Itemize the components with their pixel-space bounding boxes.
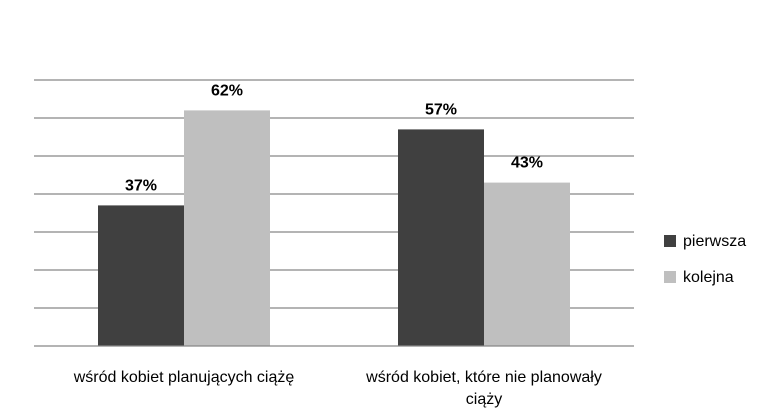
data-label: 57% xyxy=(425,101,457,118)
bar-kolejna xyxy=(184,110,270,347)
bar-pierwsza xyxy=(398,129,484,346)
data-label: 43% xyxy=(511,155,543,172)
x-tick-labels: wśród kobiet planujących ciążę wśród kobi… xyxy=(73,369,602,408)
bar-kolejna xyxy=(484,182,570,346)
legend-label-pierwsza: pierwsza xyxy=(683,233,746,250)
legend: pierwsza kolejna xyxy=(664,233,746,286)
data-label: 37% xyxy=(125,177,157,194)
data-labels: 37% 62% 57% 43% xyxy=(125,82,543,194)
legend-swatch-kolejna xyxy=(664,271,676,283)
legend-label-kolejna: kolejna xyxy=(683,269,734,286)
legend-swatch-pierwsza xyxy=(664,235,676,247)
data-label: 62% xyxy=(211,82,243,99)
bar-pierwsza xyxy=(98,205,184,346)
x-tick-label: ciąży xyxy=(466,391,502,408)
bars xyxy=(98,110,570,347)
x-tick-label: wśród kobiet planujących ciążę xyxy=(73,369,295,386)
x-tick-label: wśród kobiet, które nie planowały xyxy=(365,369,602,386)
